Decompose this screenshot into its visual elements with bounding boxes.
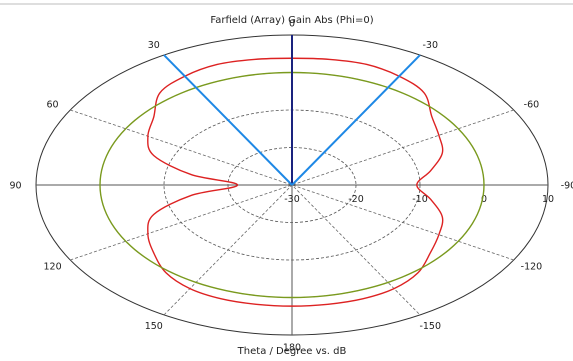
angle-tick-label: 30 [148, 40, 160, 51]
angle-tick-label: 120 [43, 262, 61, 273]
grid-spoke [70, 109, 514, 261]
grid-spoke [70, 109, 514, 261]
angle-tick-label: -150 [419, 321, 441, 332]
beam-line-3 [291, 54, 421, 186]
angle-tick-label: -90 [561, 181, 573, 192]
radial-tick-label: -10 [412, 194, 428, 205]
radial-tick-label: 10 [542, 194, 554, 205]
angle-tick-label: 150 [145, 321, 163, 332]
angle-tick-label: -120 [521, 262, 543, 273]
series-curve-2 [99, 71, 485, 299]
series-curve-1 [147, 57, 444, 307]
x-axis-label: Theta / Degree vs. dB [237, 346, 347, 357]
angle-tick-label: 60 [47, 100, 59, 111]
series-layer [99, 57, 485, 307]
angle-tick-label: 0 [289, 19, 295, 30]
angle-tick-labels: 0 -30 -60 -90 -120 -150 180 150 120 90 60 30 [9, 19, 573, 354]
chart-title: Farfield (Array) Gain Abs (Phi=0) [210, 15, 373, 26]
radial-tick-labels: -30 -20 -10 0 10 [284, 194, 554, 205]
beam-line-2 [163, 54, 293, 186]
radial-tick-label: -30 [284, 194, 300, 205]
angle-tick-label: 180 [283, 343, 301, 354]
radial-tick-label: 0 [481, 194, 487, 205]
angle-tick-label: -60 [524, 100, 540, 111]
beam-lines [163, 35, 421, 186]
radial-tick-label: -20 [348, 194, 364, 205]
angle-tick-label: 90 [9, 181, 21, 192]
angle-tick-label: -30 [422, 40, 438, 51]
